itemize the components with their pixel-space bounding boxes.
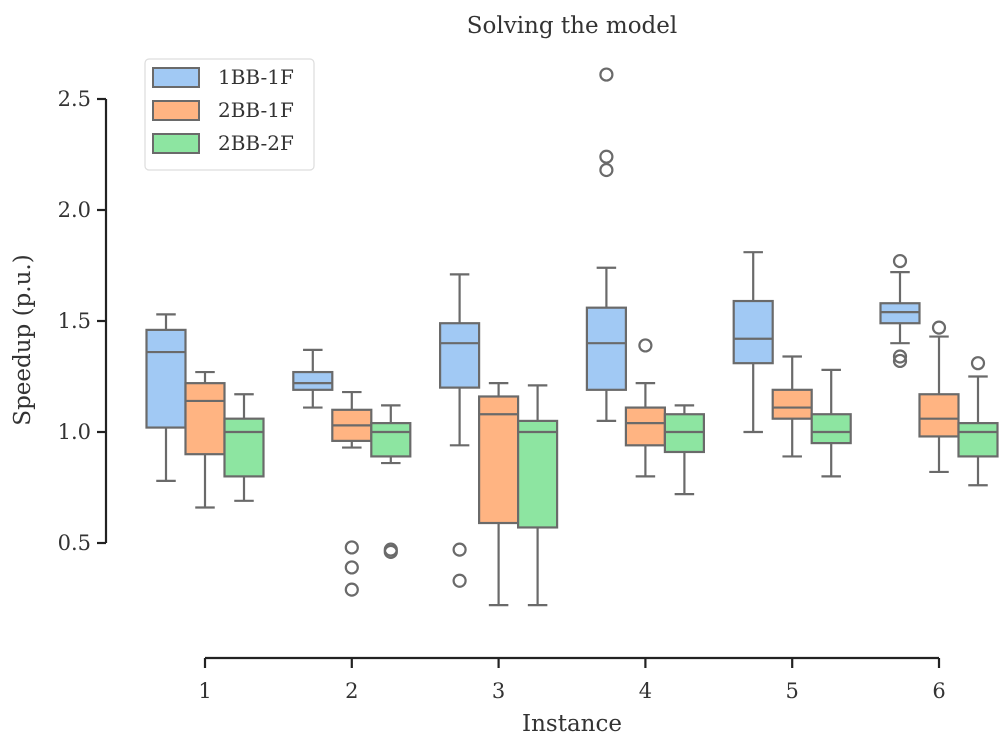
chart-title: Solving the model	[467, 13, 677, 39]
box-2BB-1F-4	[624, 338, 667, 478]
y-tick-label: 1.0	[58, 420, 91, 444]
y-tick-label: 2.5	[58, 87, 91, 111]
outlier-point	[452, 542, 467, 557]
box-body	[810, 413, 852, 445]
outlier-point	[892, 253, 908, 269]
outlier-point	[383, 544, 398, 559]
legend-label: 2BB-2F	[218, 131, 294, 155]
x-tick-label: 4	[639, 679, 652, 703]
legend-swatch	[152, 67, 200, 88]
box-body	[145, 328, 187, 429]
box-body	[478, 395, 520, 525]
box-2BB-1F-3	[478, 382, 520, 607]
outlier-point	[892, 353, 908, 369]
box-2BB-2F-1	[223, 393, 265, 502]
box-body	[370, 422, 412, 458]
outlier-point	[638, 338, 653, 353]
box-2BB-1F-2	[331, 390, 373, 597]
box-body	[771, 388, 813, 420]
legend-swatch	[152, 133, 200, 154]
outlier-point	[599, 149, 614, 164]
y-axis-title: Speedup (p.u.)	[10, 254, 36, 425]
legend: 1BB-1F 2BB-1F 2BB-2F	[144, 58, 315, 171]
x-tick-label: 2	[345, 679, 358, 703]
outlier-point	[970, 356, 986, 371]
y-tick-label: 2.0	[58, 198, 91, 222]
x-axis: 1 2 3 4 5 6	[198, 656, 946, 703]
legend-swatch	[152, 100, 200, 121]
box-1BB-1F-5	[732, 251, 774, 434]
legend-label: 1BB-1F	[218, 65, 294, 89]
box-body	[292, 370, 334, 391]
outlier-point	[344, 560, 359, 575]
box-2BB-2F-5	[810, 368, 852, 478]
outlier-point	[344, 540, 359, 555]
y-tick-label: 0.5	[58, 531, 91, 555]
outlier-point	[892, 349, 908, 364]
x-tick-label: 6	[932, 679, 945, 703]
box-body	[439, 322, 481, 389]
box-body	[184, 382, 226, 456]
outlier-point	[344, 582, 359, 597]
box-body	[732, 299, 774, 365]
box-2BB-2F-2	[370, 404, 412, 559]
outlier-point	[931, 320, 947, 335]
box-body	[624, 406, 667, 447]
x-tick-label: 5	[786, 679, 799, 703]
box-1BB-1F-4	[585, 67, 628, 422]
box-1BB-1F-1	[145, 313, 187, 482]
box-body	[918, 393, 960, 438]
box-2BB-2F-3	[516, 384, 559, 607]
y-axis: 0.5 1.0 1.5 2.0 2.5	[58, 87, 108, 555]
x-tick-label: 1	[198, 679, 211, 703]
box-2BB-2F-4	[663, 404, 706, 496]
box-1BB-1F-3	[439, 273, 481, 588]
box-2BB-1F-6	[918, 320, 960, 474]
box-1BB-1F-2	[292, 348, 334, 409]
outlier-point	[599, 67, 614, 82]
box-body	[516, 419, 559, 529]
box-body	[223, 417, 265, 478]
x-tick-label: 3	[492, 679, 505, 703]
y-tick-label: 1.5	[58, 309, 91, 333]
box-2BB-1F-1	[184, 370, 226, 509]
outlier-point	[599, 162, 614, 178]
legend-label: 2BB-1F	[218, 98, 294, 122]
box-body	[879, 302, 921, 325]
box-body	[585, 306, 628, 391]
box-body	[663, 413, 706, 454]
outlier-point	[452, 573, 467, 588]
box-2BB-2F-6	[957, 356, 999, 487]
box-body	[957, 422, 999, 458]
box-1BB-1F-6	[879, 253, 921, 369]
box-groups	[145, 67, 999, 607]
x-axis-title: Instance	[522, 711, 622, 737]
box-2BB-1F-5	[771, 355, 813, 458]
